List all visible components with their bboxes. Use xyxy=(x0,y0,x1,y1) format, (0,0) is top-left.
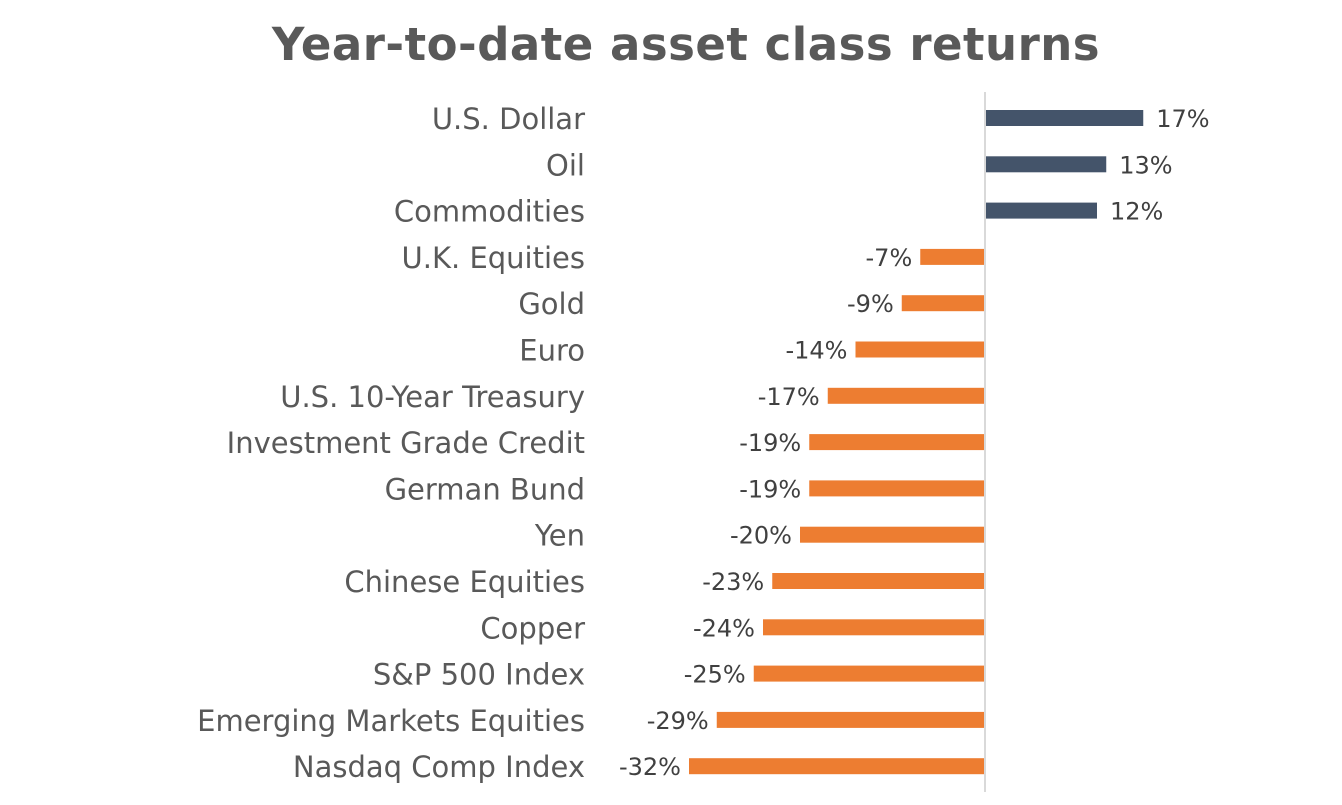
bar-euro xyxy=(855,341,985,358)
category-label-u-s-10-year-treasury: U.S. 10-Year Treasury xyxy=(280,380,585,414)
value-label-emerging-markets-equities: -29% xyxy=(647,707,709,735)
category-label-yen: Yen xyxy=(534,519,585,553)
bar-oil xyxy=(986,156,1107,173)
bar-u-s-10-year-treasury xyxy=(827,387,985,404)
value-label-s-p-500-index: -25% xyxy=(684,661,746,689)
bar-s-p-500-index xyxy=(753,665,985,682)
category-label-u-k-equities: U.K. Equities xyxy=(402,241,585,275)
bar-commodities xyxy=(986,202,1097,219)
category-label-u-s-dollar: U.S. Dollar xyxy=(432,102,585,136)
bars-layer xyxy=(689,110,1144,775)
category-label-german-bund: German Bund xyxy=(385,472,585,506)
category-label-commodities: Commodities xyxy=(394,195,585,229)
bar-u-k-equities xyxy=(920,248,985,265)
category-label-gold: Gold xyxy=(518,287,585,321)
bar-u-s-dollar xyxy=(986,110,1144,126)
bar-investment-grade-credit xyxy=(809,434,985,451)
bar-emerging-markets-equities xyxy=(716,711,985,728)
value-label-u-k-equities: -7% xyxy=(866,244,913,272)
category-label-nasdaq-comp-index: Nasdaq Comp Index xyxy=(293,750,585,784)
value-label-u-s-dollar: 17% xyxy=(1156,105,1209,133)
bar-chinese-equities xyxy=(772,573,985,589)
value-label-gold: -9% xyxy=(847,290,894,318)
category-label-emerging-markets-equities: Emerging Markets Equities xyxy=(197,704,585,738)
value-label-nasdaq-comp-index: -32% xyxy=(619,753,681,781)
bar-german-bund xyxy=(809,480,985,497)
value-label-commodities: 12% xyxy=(1110,198,1163,226)
value-label-yen: -20% xyxy=(730,522,792,550)
value-label-chinese-equities: -23% xyxy=(702,568,764,596)
bar-gold xyxy=(901,295,985,312)
chart-title: Year-to-date asset class returns xyxy=(271,18,1101,71)
category-label-oil: Oil xyxy=(546,148,585,182)
value-label-german-bund: -19% xyxy=(739,475,801,503)
value-label-euro: -14% xyxy=(785,337,847,365)
category-label-chinese-equities: Chinese Equities xyxy=(344,565,585,599)
category-label-investment-grade-credit: Investment Grade Credit xyxy=(227,426,585,460)
value-label-oil: 13% xyxy=(1119,151,1172,179)
category-label-euro: Euro xyxy=(519,334,585,368)
category-label-s-p-500-index: S&P 500 Index xyxy=(373,658,585,692)
category-label-copper: Copper xyxy=(480,611,585,645)
bar-yen xyxy=(800,526,985,543)
bar-nasdaq-comp-index xyxy=(689,758,985,775)
labels-layer: U.S. Dollar 17% Oil 13% Commodities 12% U.K. E… xyxy=(197,102,1209,784)
value-label-copper: -24% xyxy=(693,614,755,642)
value-label-u-s-10-year-treasury: -17% xyxy=(758,383,820,411)
bar-copper xyxy=(763,619,985,636)
value-label-investment-grade-credit: -19% xyxy=(739,429,801,457)
